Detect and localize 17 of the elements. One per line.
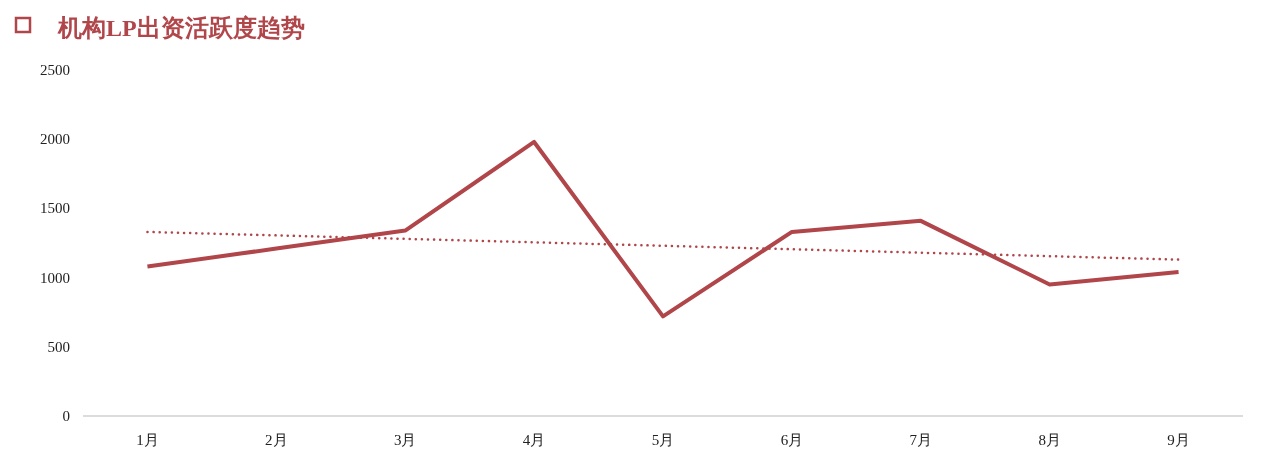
y-tick-label: 2500 [40, 62, 70, 78]
x-tick-label: 7月 [909, 432, 933, 448]
x-tick-label: 8月 [1038, 432, 1061, 448]
x-tick-label: 9月 [1167, 432, 1190, 448]
line-series [145, 139, 1181, 319]
x-tick-label: 1月 [136, 432, 159, 448]
y-tick-label: 500 [47, 338, 70, 355]
y-tick-label: 2000 [40, 131, 70, 148]
y-tick-label: 0 [62, 408, 70, 424]
y-tick-label: 1500 [40, 200, 70, 217]
x-tick-label: 6月 [780, 432, 804, 448]
chart-title: 机构LP出资活跃度趋势 [57, 15, 305, 41]
y-tick-label: 1000 [40, 269, 70, 286]
x-tick-label: 4月 [522, 432, 546, 448]
x-tick-label: 3月 [393, 432, 417, 448]
x-tick-label: 2月 [265, 432, 288, 448]
x-tick-label: 5月 [651, 432, 675, 448]
